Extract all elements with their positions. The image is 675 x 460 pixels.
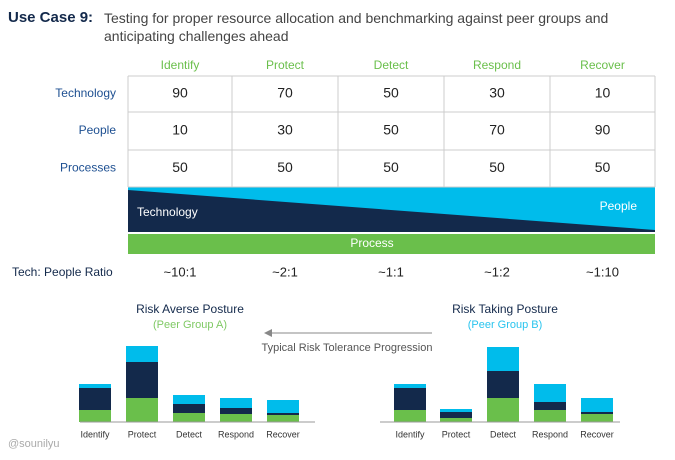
bar-segment bbox=[220, 408, 252, 414]
bar-segment bbox=[487, 398, 519, 422]
cell-value: 90 bbox=[595, 122, 611, 138]
category-label: Recover bbox=[580, 429, 614, 439]
band-label: Process bbox=[350, 236, 393, 250]
column-header: Identify bbox=[161, 58, 200, 72]
cell-value: 50 bbox=[172, 159, 188, 175]
bar-segment bbox=[220, 414, 252, 422]
chart-title: Risk Averse Posture bbox=[136, 302, 244, 316]
arrow-head bbox=[264, 329, 272, 337]
row-label: People bbox=[79, 123, 117, 137]
use-case-title: Testing for proper resource allocation a… bbox=[104, 10, 609, 44]
bar-segment bbox=[394, 384, 426, 388]
category-label: Respond bbox=[218, 429, 254, 439]
progression-label: Typical Risk Tolerance Progression bbox=[262, 342, 433, 354]
bar-segment bbox=[79, 410, 111, 422]
category-label: Identify bbox=[395, 429, 425, 439]
column-header: Detect bbox=[374, 58, 409, 72]
cell-value: 50 bbox=[489, 159, 505, 175]
category-label: Protect bbox=[128, 429, 157, 439]
band-label: Technology bbox=[137, 205, 198, 219]
cell-value: 10 bbox=[172, 122, 188, 138]
use-case-label: Use Case 9: bbox=[8, 9, 94, 26]
bar-segment bbox=[394, 388, 426, 410]
row-label: Technology bbox=[55, 86, 116, 100]
cell-value: 50 bbox=[383, 85, 399, 101]
cell-value: 50 bbox=[595, 159, 611, 175]
bar-segment bbox=[173, 404, 205, 413]
bar-segment bbox=[487, 371, 519, 398]
bar-segment bbox=[267, 400, 299, 413]
bar-segment bbox=[440, 418, 472, 422]
bar-segment bbox=[173, 395, 205, 404]
bar-segment bbox=[581, 414, 613, 422]
bar-segment bbox=[394, 410, 426, 422]
bar-segment bbox=[581, 398, 613, 412]
bar-segment bbox=[220, 398, 252, 408]
bar-segment bbox=[126, 398, 158, 422]
bar-segment bbox=[534, 384, 566, 402]
process-bar bbox=[128, 234, 655, 254]
bar-segment bbox=[440, 412, 472, 418]
ratio-value: ~1:2 bbox=[484, 264, 510, 279]
bar-segment bbox=[534, 410, 566, 422]
ratio-value: ~2:1 bbox=[272, 264, 298, 279]
chart-subtitle: (Peer Group A) bbox=[153, 319, 227, 331]
cell-value: 70 bbox=[489, 122, 505, 138]
bar-segment bbox=[173, 413, 205, 422]
cell-value: 70 bbox=[277, 85, 293, 101]
chart-title: Risk Taking Posture bbox=[452, 302, 558, 316]
bar-segment bbox=[267, 415, 299, 422]
cell-value: 10 bbox=[595, 85, 611, 101]
bar-segment bbox=[126, 346, 158, 362]
cell-value: 90 bbox=[172, 85, 188, 101]
ratio-label: Tech: People Ratio bbox=[12, 265, 113, 279]
category-label: Detect bbox=[490, 429, 517, 439]
category-label: Protect bbox=[442, 429, 471, 439]
technology-area bbox=[128, 190, 655, 232]
ratio-value: ~1:10 bbox=[586, 264, 619, 279]
category-label: Respond bbox=[532, 429, 568, 439]
ratio-value: ~1:1 bbox=[378, 264, 404, 279]
cell-value: 30 bbox=[277, 122, 293, 138]
bar-segment bbox=[487, 347, 519, 371]
cell-value: 50 bbox=[277, 159, 293, 175]
category-label: Recover bbox=[266, 429, 300, 439]
cell-value: 50 bbox=[383, 122, 399, 138]
chart-subtitle: (Peer Group B) bbox=[468, 319, 543, 331]
bar-segment bbox=[79, 384, 111, 388]
bar-segment bbox=[267, 413, 299, 415]
bar-segment bbox=[581, 412, 613, 414]
bar-segment bbox=[440, 409, 472, 412]
category-label: Identify bbox=[80, 429, 110, 439]
bar-segment bbox=[534, 402, 566, 410]
ratio-value: ~10:1 bbox=[164, 264, 197, 279]
bar-segment bbox=[126, 362, 158, 398]
cell-value: 30 bbox=[489, 85, 505, 101]
column-header: Recover bbox=[580, 58, 625, 72]
column-header: Protect bbox=[266, 58, 305, 72]
cell-value: 50 bbox=[383, 159, 399, 175]
band-label: People bbox=[600, 199, 638, 213]
bar-segment bbox=[79, 388, 111, 410]
column-header: Respond bbox=[473, 58, 521, 72]
credit: @sounilyu bbox=[8, 438, 60, 450]
category-label: Detect bbox=[176, 429, 203, 439]
row-label: Processes bbox=[60, 161, 116, 175]
